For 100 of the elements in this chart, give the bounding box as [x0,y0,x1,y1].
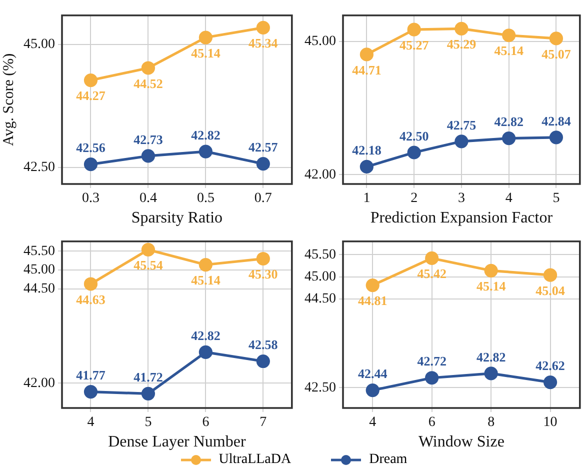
point [407,146,421,160]
y-tick-label: 45.50 [304,247,336,262]
point [484,366,498,380]
data-label: 44.63 [76,292,106,307]
x-axis-title: Dense Layer Number [108,434,246,451]
data-label: 42.18 [352,142,382,158]
data-label: 42.82 [191,328,220,344]
point [84,158,98,172]
x-tick-label: 6 [202,415,210,430]
data-label: 44.27 [76,88,106,104]
data-label: 44.71 [352,62,382,78]
point [198,258,212,272]
data-label: 41.72 [134,370,163,385]
point [84,277,98,291]
data-label: 42.44 [358,366,388,382]
y-tick-label: 45.00 [24,37,55,52]
point [198,144,212,158]
y-tick-label: 45.50 [24,244,55,259]
data-label: 42.57 [248,140,278,155]
point [256,20,270,34]
x-tick-label: 0.5 [196,191,214,206]
point [366,383,380,398]
y-tick-label: 42.00 [304,167,336,182]
x-tick-label: 7 [260,415,267,430]
x-axis-title: Window Size [418,434,504,451]
x-tick-label: 1 [363,191,370,206]
point [84,384,98,399]
x-tick-label: 5 [144,415,152,430]
point [256,252,270,266]
data-label: 45.04 [536,282,566,298]
y-axis-title: Avg. Score (%) [0,53,17,146]
y-tick-label: 42.50 [304,380,336,396]
point [141,61,156,75]
point [543,376,558,390]
y-tick-label: 44.50 [304,292,336,307]
point [198,345,212,360]
point [256,354,270,368]
point [454,134,468,148]
data-label: 45.14 [191,45,221,60]
y-tick-label: 42.50 [24,160,55,175]
point [84,73,98,88]
point [484,264,498,278]
data-label: 42.82 [191,127,220,142]
x-tick-label: 4 [87,415,94,430]
x-tick-label: 10 [543,415,558,430]
data-label: 41.77 [76,368,106,383]
data-label: 45.30 [248,266,278,282]
data-label: 45.54 [134,258,164,273]
x-tick-label: 3 [458,191,465,206]
point [425,251,439,266]
x-tick-label: 5 [552,191,560,206]
data-label: 45.42 [417,266,446,282]
point [425,371,439,385]
data-label: 45.14 [191,272,221,288]
point [360,48,374,62]
x-tick-label: 4 [369,415,376,430]
point [407,22,421,36]
x-tick-label: 6 [428,415,436,430]
data-label: 42.82 [476,349,506,364]
data-label: 42.62 [536,358,565,374]
data-label: 42.58 [248,337,278,352]
point [502,28,516,42]
data-label: 42.84 [542,113,572,128]
data-label: 45.34 [248,36,278,51]
x-axis-title: Prediction Expansion Factor [370,210,554,227]
point [454,22,468,36]
y-tick-label: 45.00 [304,34,336,50]
x-axis-title: Sparsity Ratio [131,210,223,227]
legend-label: Dream [369,452,408,468]
point [141,386,156,400]
point [549,32,564,46]
data-label: 45.29 [446,36,477,52]
y-tick-label: 44.50 [24,282,55,297]
point [141,149,156,163]
data-label: 42.56 [76,140,106,156]
data-label: 42.82 [494,114,524,130]
point [543,268,558,282]
y-tick-label: 45.00 [304,270,336,285]
x-tick-label: 0.3 [82,191,100,206]
point [502,132,516,146]
point [198,30,212,44]
point [360,160,374,174]
data-label: 45.07 [542,46,572,62]
data-label: 45.14 [476,278,506,294]
data-label: 45.14 [494,43,524,58]
data-label: 45.27 [399,37,430,52]
data-label: 42.72 [417,354,446,369]
x-tick-label: 8 [488,415,495,430]
point [256,157,270,171]
data-label: 44.52 [134,76,163,91]
point [141,242,156,256]
point [549,130,564,144]
data-label: 42.75 [446,117,477,132]
data-label: 44.81 [358,293,388,308]
x-tick-label: 0.4 [139,191,157,206]
legend-label: UltraLLaDA [218,452,292,468]
data-label: 42.73 [134,132,164,147]
point [366,278,380,292]
y-tick-label: 45.00 [24,262,55,278]
data-label: 42.50 [399,128,429,144]
